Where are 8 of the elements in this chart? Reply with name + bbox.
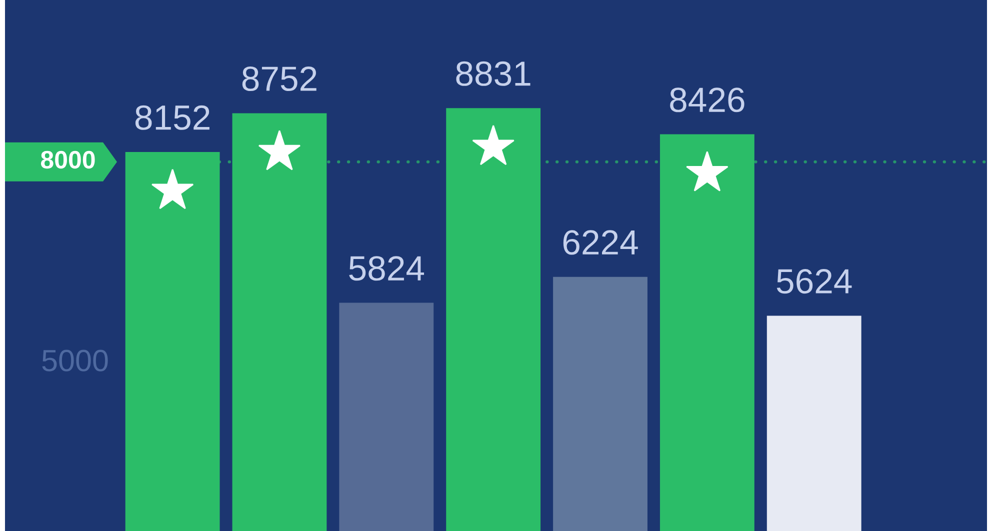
data-label: 5824 <box>349 256 424 281</box>
data-label: 8752 <box>242 66 316 92</box>
ref-line-label: 8000 <box>40 150 95 169</box>
data-label: 5624 <box>776 269 852 294</box>
data-label: 8426 <box>670 88 744 112</box>
data-label: 6224 <box>563 230 638 255</box>
data-label: 8831 <box>456 61 530 86</box>
data-label: 8152 <box>135 105 210 130</box>
